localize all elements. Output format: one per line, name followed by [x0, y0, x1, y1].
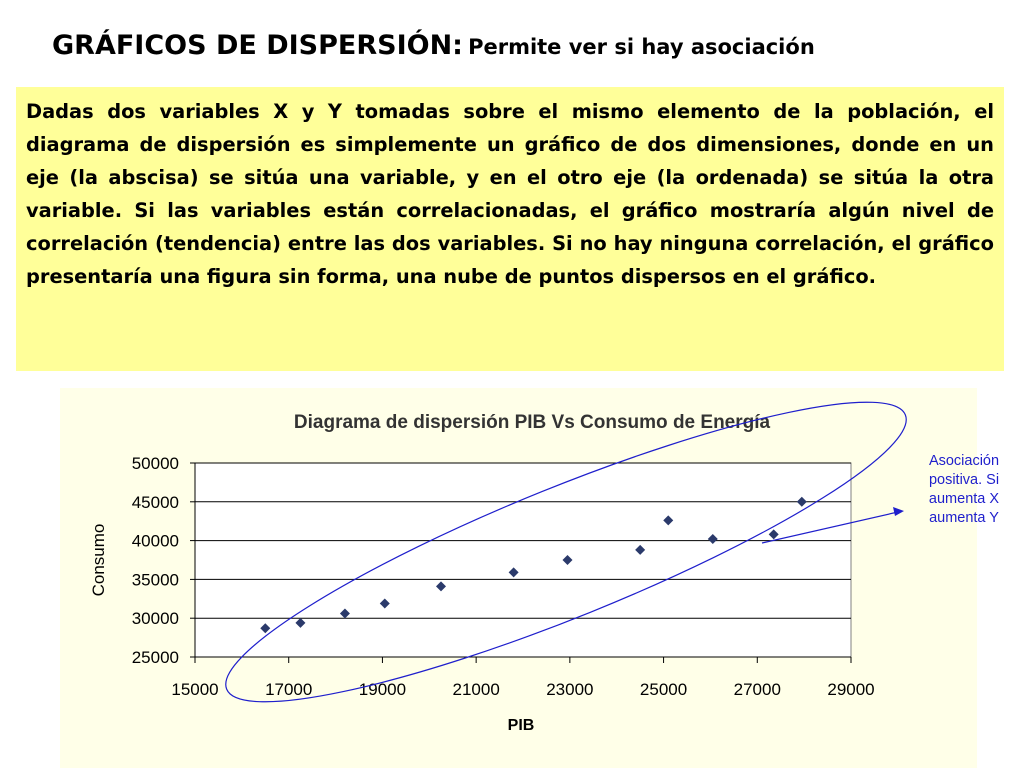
slide-title-sub: Permite ver si hay asociación: [468, 35, 815, 59]
x-tick-label: 15000: [171, 680, 218, 699]
data-point: [562, 555, 573, 565]
data-point: [339, 608, 350, 619]
annotation-positive-association: Asociación positiva. Si aumenta X aument…: [928, 453, 1000, 526]
x-axis-label: PIB: [508, 717, 535, 734]
plot-area: [194, 462, 852, 658]
chart-title: Diagrama de dispersión PIB Vs Consumo de…: [294, 412, 771, 433]
y-tick-label: 40000: [132, 532, 179, 551]
slide-title-main: GRÁFICOS DE DISPERSIÓN:: [52, 30, 463, 61]
trend-ellipse: [225, 401, 907, 703]
data-point: [796, 496, 807, 507]
data-point: [379, 598, 390, 609]
slide-title: GRÁFICOS DE DISPERSIÓN: Permite ver si h…: [52, 30, 992, 61]
data-point: [707, 534, 718, 545]
data-point: [436, 581, 446, 592]
x-tick-label: 17000: [265, 680, 312, 699]
y-axis-label: Consumo: [89, 524, 108, 597]
y-tick-label: 25000: [132, 648, 179, 667]
y-tick-label: 45000: [132, 493, 179, 512]
x-tick-label: 27000: [734, 680, 781, 699]
data-point: [260, 623, 271, 634]
definition-paragraph: Dadas dos variables X y Y tomadas sobre …: [26, 100, 994, 288]
data-point: [295, 617, 306, 628]
data-point: [663, 515, 674, 526]
data-point: [768, 529, 779, 540]
annotation-arrow-head: [893, 507, 904, 516]
x-tick-label: 29000: [827, 680, 874, 699]
x-tick-label: 25000: [640, 680, 687, 699]
y-tick-label: 50000: [132, 454, 179, 473]
y-tick-label: 30000: [132, 609, 179, 628]
data-point: [508, 567, 519, 578]
annotation-arrow-line: [761, 511, 899, 544]
definition-text-box: Dadas dos variables X y Y tomadas sobre …: [16, 87, 1004, 371]
data-point: [635, 544, 646, 555]
x-tick-label: 23000: [546, 680, 593, 699]
x-tick-label: 21000: [453, 680, 500, 699]
y-tick-label: 35000: [132, 570, 179, 589]
